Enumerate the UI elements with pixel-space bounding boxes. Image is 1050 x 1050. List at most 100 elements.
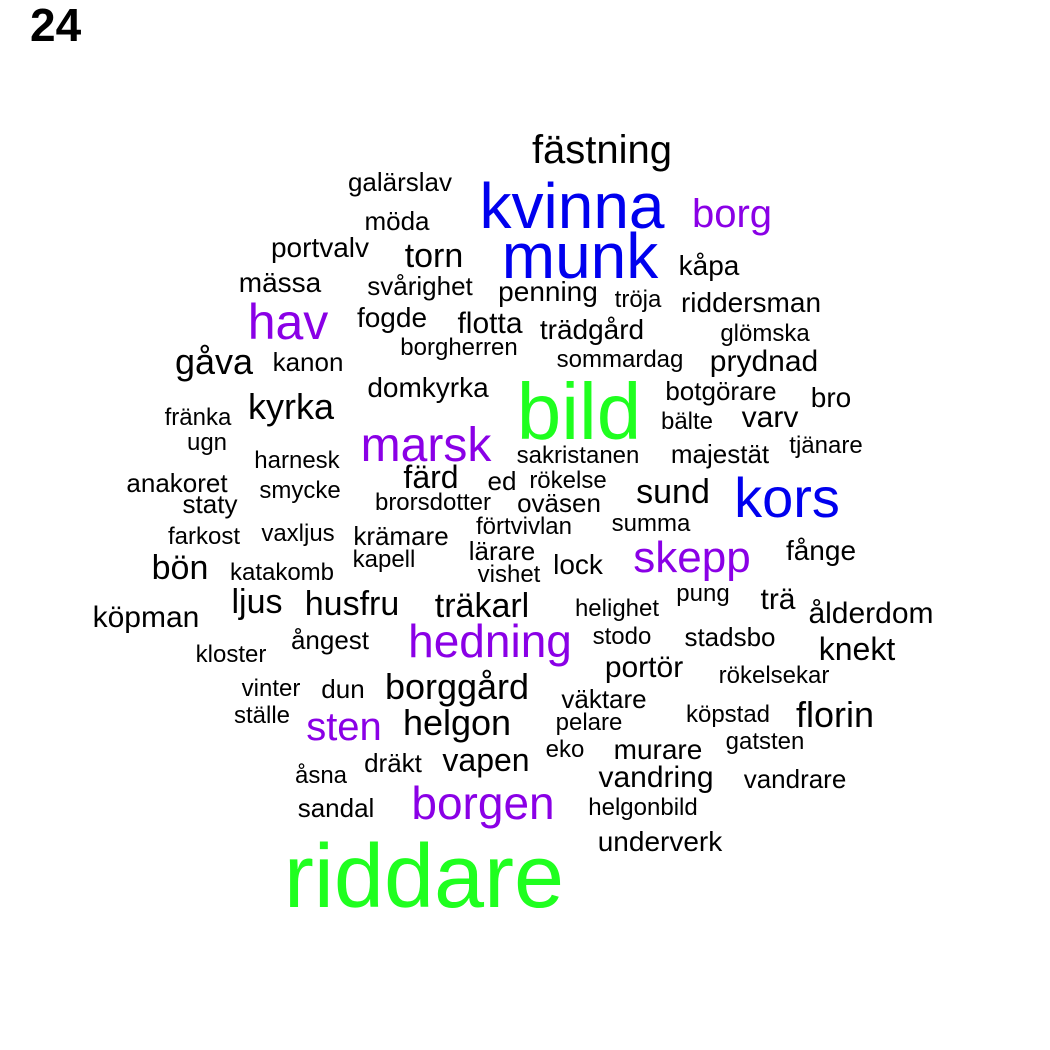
cloud-word: förtvivlan <box>475 513 573 540</box>
cloud-word: trädgård <box>539 314 645 345</box>
cloud-word: gatsten <box>725 728 805 755</box>
cloud-word: ljus <box>231 583 283 621</box>
cloud-word: krämare <box>353 521 449 551</box>
cloud-word: bälte <box>660 408 714 435</box>
cloud-word: sakristanen <box>516 442 640 469</box>
cloud-word: kloster <box>195 641 267 668</box>
cloud-word: botgörare <box>665 376 777 406</box>
cloud-word: köpman <box>92 601 200 634</box>
cloud-word: harnesk <box>254 447 340 474</box>
cloud-word: trä <box>760 583 796 616</box>
cloud-word: ställe <box>233 702 291 729</box>
cloud-word: prydnad <box>709 345 819 378</box>
cloud-word: kors <box>734 466 840 529</box>
cloud-word: riddare <box>283 827 565 927</box>
cloud-word: tröja <box>614 286 662 313</box>
cloud-word: riddersman <box>680 287 822 318</box>
cloud-word: ugn <box>186 429 228 456</box>
cloud-word: köpstad <box>685 701 771 728</box>
cloud-word: varv <box>741 401 799 434</box>
cloud-word: skepp <box>633 533 751 582</box>
cloud-word: portör <box>604 651 684 684</box>
cloud-word: flotta <box>457 307 523 340</box>
cloud-word: ångest <box>290 625 370 655</box>
cloud-word: borg <box>691 192 773 236</box>
cloud-word: mässa <box>238 267 322 298</box>
cloud-word: dräkt <box>364 748 422 778</box>
cloud-word: helgonbild <box>588 794 698 821</box>
cloud-word: sund <box>636 473 710 511</box>
cloud-word: möda <box>364 206 430 236</box>
cloud-word: eko <box>545 736 585 763</box>
cloud-word: summa <box>611 510 691 537</box>
cloud-word: kanon <box>272 347 344 377</box>
cloud-word: vaxljus <box>261 520 335 547</box>
cloud-word: fånge <box>785 535 857 566</box>
cloud-word: marsk <box>360 419 492 472</box>
cloud-word: ålderdom <box>808 597 934 630</box>
cloud-word: torn <box>404 237 464 275</box>
cloud-word: åsna <box>294 762 348 789</box>
cloud-word: hav <box>247 294 329 350</box>
cloud-word: staty <box>182 489 238 519</box>
cloud-word: fästning <box>531 128 673 172</box>
cloud-word: vandring <box>598 761 714 794</box>
cloud-word: kapell <box>352 546 416 573</box>
cloud-word: brorsdotter <box>374 489 492 516</box>
cloud-word: penning <box>498 276 598 307</box>
cloud-word: fränka <box>164 404 232 431</box>
cloud-word: vapen <box>442 742 530 778</box>
cloud-word: domkyrka <box>367 372 489 403</box>
cloud-word: majestät <box>670 439 770 469</box>
cloud-word: murare <box>613 734 703 765</box>
cloud-word: kvinna <box>479 170 665 242</box>
cloud-word: kyrka <box>247 386 334 427</box>
cloud-word: bön <box>151 549 209 587</box>
cloud-word: väktare <box>561 684 647 714</box>
cloud-word: hedning <box>408 615 572 667</box>
cloud-word: farkost <box>167 523 241 550</box>
cloud-word: husfru <box>304 585 400 623</box>
cloud-word: anakoret <box>126 468 228 498</box>
cloud-word: smycke <box>259 477 341 504</box>
cloud-word: borgherren <box>400 334 518 361</box>
cloud-word: helighet <box>574 595 660 622</box>
cloud-word: underverk <box>597 826 723 857</box>
cloud-word: fogde <box>356 302 428 333</box>
cloud-word: florin <box>795 694 875 735</box>
cloud-word: borgen <box>411 777 555 829</box>
cloud-word: helgon <box>402 702 512 743</box>
cloud-word: ed <box>487 466 517 496</box>
cloud-word: bild <box>516 367 642 456</box>
cloud-word: rökelsekar <box>718 662 830 689</box>
cloud-word: sten <box>306 705 382 749</box>
cloud-word: portvalv <box>270 232 370 263</box>
cloud-word: oväsen <box>517 488 601 518</box>
cloud-word: knekt <box>818 631 896 667</box>
cloud-word: sommardag <box>556 346 684 373</box>
cloud-word: stodo <box>592 623 652 650</box>
cloud-word: bro <box>810 382 852 413</box>
cloud-word: pung <box>676 580 730 607</box>
cloud-word: pelare <box>555 709 623 736</box>
cloud-word: stadsbo <box>684 622 776 652</box>
cloud-word: träkarl <box>434 587 530 625</box>
cloud-word: färd <box>403 459 459 495</box>
cloud-word: vandrare <box>743 764 847 794</box>
cloud-word: lärare <box>468 536 536 566</box>
page-title: 24 <box>30 0 82 51</box>
cloud-word: vinter <box>241 675 301 702</box>
cloud-word: rökelse <box>529 467 607 494</box>
cloud-word: kåpa <box>678 250 740 281</box>
cloud-word: katakomb <box>229 559 335 586</box>
cloud-word: svårighet <box>367 271 473 301</box>
cloud-word: lock <box>553 549 603 580</box>
cloud-word: galärslav <box>347 167 453 197</box>
cloud-word: sandal <box>297 793 375 823</box>
cloud-word: vishet <box>477 561 541 588</box>
cloud-word: glömska <box>720 320 810 347</box>
cloud-word: dun <box>321 674 365 704</box>
cloud-word: borggård <box>384 666 530 707</box>
cloud-word: tjänare <box>789 432 863 459</box>
